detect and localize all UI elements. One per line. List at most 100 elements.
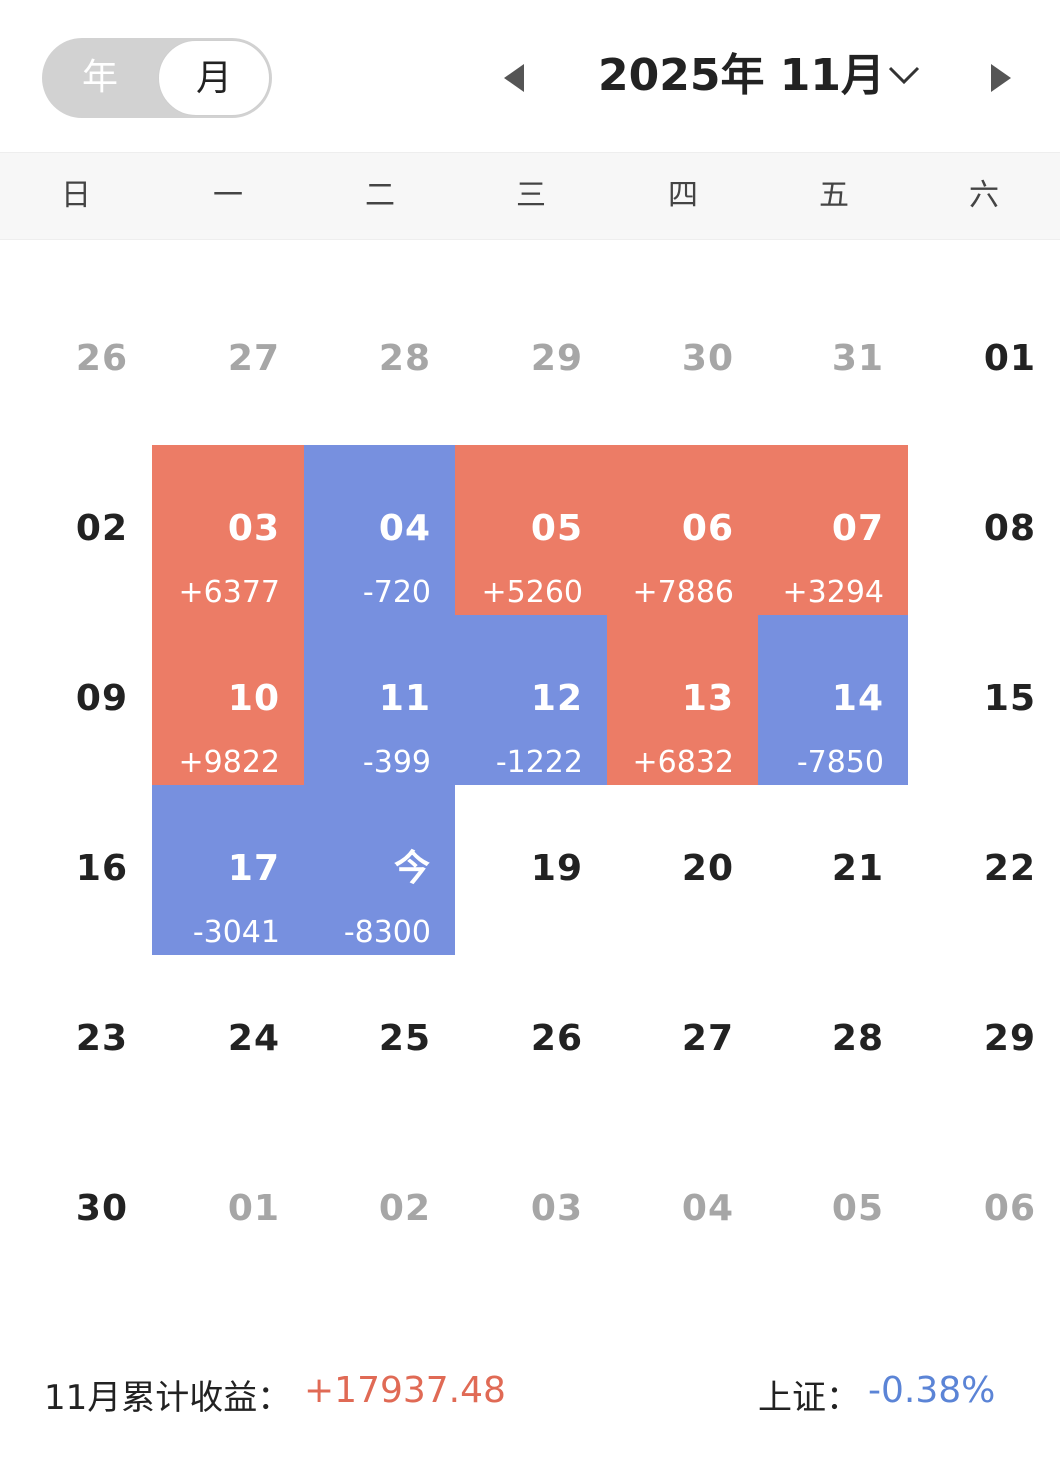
day-number: 15 [983, 678, 1036, 719]
day-number: 06 [983, 1188, 1036, 1229]
calendar-day-cell[interactable]: 31 [758, 275, 908, 445]
calendar-day-cell[interactable]: 05 +5260 [455, 445, 607, 615]
day-number: 30 [75, 1188, 128, 1229]
day-number: 06 [681, 508, 734, 549]
calendar-day-cell[interactable]: 09 [0, 615, 152, 785]
calendar-day-cell[interactable]: 23 [0, 955, 152, 1125]
calendar-day-cell[interactable]: 07 +3294 [758, 445, 908, 615]
calendar-day-cell[interactable]: 28 [758, 955, 908, 1125]
index-value: -0.38% [868, 1370, 996, 1411]
day-number: 08 [983, 508, 1036, 549]
calendar-day-cell[interactable]: 22 [908, 785, 1060, 955]
calendar-day-cell[interactable]: 30 [607, 275, 758, 445]
day-pnl: +9822 [178, 745, 280, 780]
calendar-day-cell[interactable]: 04 [607, 1125, 758, 1295]
day-number: 07 [831, 508, 884, 549]
day-number: 29 [983, 1018, 1036, 1059]
calendar-day-cell[interactable]: 04 -720 [304, 445, 455, 615]
day-number: 02 [378, 1188, 431, 1229]
index-label: 上证： [758, 1378, 860, 1418]
day-number: 13 [681, 678, 734, 719]
year-month-toggle[interactable]: 年 月 [42, 38, 272, 118]
calendar-day-cell[interactable]: 06 [908, 1125, 1060, 1295]
monthly-earnings-label: 11月累计收益： [44, 1378, 292, 1418]
monthly-earnings-value: +17937.48 [304, 1370, 506, 1411]
day-number: 26 [530, 1018, 583, 1059]
calendar-day-cell[interactable]: 02 [0, 445, 152, 615]
top-bar: 年 月 2025年 11月 [0, 0, 1060, 152]
calendar-day-cell[interactable]: 08 [908, 445, 1060, 615]
day-number: 23 [75, 1018, 128, 1059]
calendar-day-cell[interactable]: 12 -1222 [455, 615, 607, 785]
calendar-day-cell[interactable]: 01 [908, 275, 1060, 445]
day-number: 05 [530, 508, 583, 549]
day-number: 22 [983, 848, 1036, 889]
calendar-day-cell[interactable]: 10 +9822 [152, 615, 304, 785]
day-number: 31 [831, 338, 884, 379]
day-number: 04 [681, 1188, 734, 1229]
day-pnl: -720 [362, 575, 431, 610]
weekday-label: 一 [213, 178, 243, 213]
calendar-day-cell[interactable]: 17 -3041 [152, 785, 304, 955]
day-number: 28 [378, 338, 431, 379]
triangle-left-icon[interactable] [500, 58, 530, 98]
day-number: 27 [227, 338, 280, 379]
toggle-year-option[interactable]: 年 [81, 57, 118, 98]
day-number: 16 [75, 848, 128, 889]
calendar-day-cell[interactable]: 26 [455, 955, 607, 1125]
day-number: 12 [530, 678, 583, 719]
chevron-down-icon[interactable] [886, 62, 922, 90]
day-number: 20 [681, 848, 734, 889]
calendar-day-cell[interactable]: 15 [908, 615, 1060, 785]
calendar-day-cell[interactable]: 02 [304, 1125, 455, 1295]
day-number: 17 [227, 848, 280, 889]
triangle-right-icon[interactable] [985, 58, 1015, 98]
day-pnl: +6377 [178, 575, 280, 610]
calendar-day-cell[interactable]: 29 [908, 955, 1060, 1125]
day-number: 03 [227, 508, 280, 549]
calendar-day-cell[interactable]: 11 -399 [304, 615, 455, 785]
calendar-day-cell[interactable]: 今 -8300 [304, 785, 455, 955]
day-pnl: +7886 [632, 575, 734, 610]
calendar-day-cell[interactable]: 27 [607, 955, 758, 1125]
day-number: 02 [75, 508, 128, 549]
weekday-label: 日 [61, 178, 91, 213]
calendar-grid: 26 27 28 29 30 31 01 02 03 +6377 04 -720 05 +5260 06 +7… [0, 240, 1060, 1260]
month-title[interactable]: 2025年 11月 [598, 50, 886, 101]
day-number: 21 [831, 848, 884, 889]
calendar-day-cell[interactable]: 14 -7850 [758, 615, 908, 785]
calendar-day-cell[interactable]: 03 +6377 [152, 445, 304, 615]
summary-bar: 11月累计收益： +17937.48 上证： -0.38% [0, 1340, 1060, 1440]
day-number: 14 [831, 678, 884, 719]
day-pnl: -3041 [192, 915, 280, 950]
calendar-day-cell[interactable]: 25 [304, 955, 455, 1125]
calendar-day-cell[interactable]: 16 [0, 785, 152, 955]
calendar-day-cell[interactable]: 26 [0, 275, 152, 445]
calendar-day-cell[interactable]: 30 [0, 1125, 152, 1295]
day-pnl: -399 [362, 745, 431, 780]
calendar-day-cell[interactable]: 19 [455, 785, 607, 955]
calendar-day-cell[interactable]: 24 [152, 955, 304, 1125]
calendar-day-cell[interactable]: 01 [152, 1125, 304, 1295]
calendar-day-cell[interactable]: 13 +6832 [607, 615, 758, 785]
day-number: 24 [227, 1018, 280, 1059]
weekday-label: 四 [668, 178, 698, 213]
calendar-day-cell[interactable]: 29 [455, 275, 607, 445]
day-pnl: +6832 [632, 745, 734, 780]
day-number: 今 [393, 848, 431, 889]
calendar-day-cell[interactable]: 28 [304, 275, 455, 445]
calendar-day-cell[interactable]: 03 [455, 1125, 607, 1295]
day-pnl: -7850 [796, 745, 884, 780]
day-number: 05 [831, 1188, 884, 1229]
calendar-day-cell[interactable]: 21 [758, 785, 908, 955]
calendar-day-cell[interactable]: 20 [607, 785, 758, 955]
day-number: 27 [681, 1018, 734, 1059]
day-number: 03 [530, 1188, 583, 1229]
day-number: 11 [378, 678, 431, 719]
toggle-month-option[interactable]: 月 [158, 40, 270, 116]
calendar-day-cell[interactable]: 27 [152, 275, 304, 445]
day-number: 26 [75, 338, 128, 379]
calendar-day-cell[interactable]: 06 +7886 [607, 445, 758, 615]
day-number: 30 [681, 338, 734, 379]
calendar-day-cell[interactable]: 05 [758, 1125, 908, 1295]
